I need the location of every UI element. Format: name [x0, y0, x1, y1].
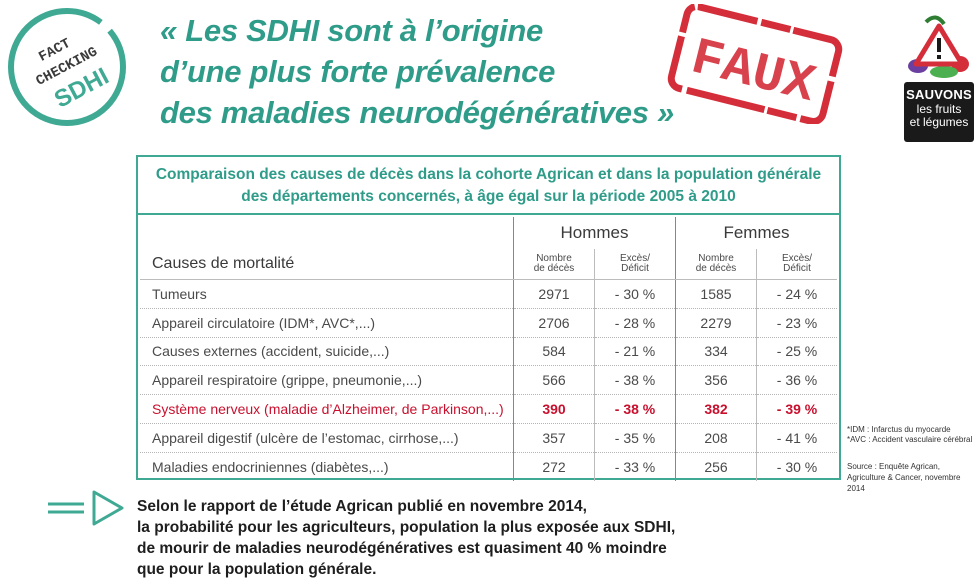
headline-line1: « Les SDHI sont à l’origine	[160, 13, 543, 48]
conclusion-text: Selon le rapport de l’étude Agrican publ…	[137, 496, 757, 580]
row-men-count: 2706	[513, 308, 595, 338]
row-cause: Tumeurs	[140, 279, 514, 309]
row-men-count: 390	[513, 394, 595, 424]
row-men-count: 2971	[513, 279, 595, 309]
row-men-excess: - 30 %	[594, 279, 676, 309]
note-idm: *IDM : Infarctus du myocarde	[847, 425, 951, 434]
table-row: Causes externes (accident, suicide,...) …	[140, 337, 837, 367]
row-women-count: 208	[675, 423, 757, 453]
group-women: Femmes	[675, 217, 837, 249]
stamp-text: FAUX	[685, 29, 821, 117]
row-men-count: 584	[513, 337, 595, 367]
row-men-count: 272	[513, 452, 595, 481]
table-row: Appareil respiratoire (grippe, pneumonie…	[140, 365, 837, 396]
conclusion-line3: de mourir de maladies neurodégénératives…	[137, 540, 667, 557]
row-men-excess: - 35 %	[594, 423, 676, 453]
row-women-excess: - 36 %	[756, 365, 837, 396]
row-cause: Appareil digestif (ulcère de l’estomac, …	[140, 423, 514, 453]
source-note: Source : Enquête Agrican, Agriculture & …	[847, 461, 977, 494]
headline-line2: d’une plus forte prévalence	[160, 54, 556, 89]
row-men-excess: - 38 %	[594, 394, 676, 424]
row-women-excess: - 23 %	[756, 308, 837, 338]
table-row: Appareil digestif (ulcère de l’estomac, …	[140, 423, 837, 453]
row-men-excess: - 21 %	[594, 337, 676, 367]
mortality-table-frame: Comparaison des causes de décès dans la …	[136, 155, 841, 481]
row-men-excess: - 38 %	[594, 365, 676, 396]
abbreviation-notes: *IDM : Infarctus du myocarde *AVC : Acci…	[847, 425, 972, 445]
col-women-count: Nombre de décès	[675, 249, 757, 280]
fact-checking-badge: FACT CHECKING SDHI	[8, 8, 126, 126]
faux-stamp: FAUX	[667, 4, 843, 124]
logo-text-box: SAUVONS les fruits et légumes	[904, 82, 974, 142]
table-title-line1: Comparaison des causes de décès dans la …	[155, 166, 822, 183]
table-row: Maladies endocriniennes (diabètes,...) 2…	[140, 452, 837, 481]
col-men-excess: Excès/Déficit	[594, 249, 676, 280]
row-cause: Maladies endocriniennes (diabètes,...)	[152, 458, 389, 475]
sauvons-logo: SAUVONS les fruits et légumes	[904, 8, 974, 142]
table-title: Comparaison des causes de décès dans la …	[138, 157, 839, 215]
col-cause-header: Causes de mortalité	[140, 249, 514, 280]
logo-line1: SAUVONS	[906, 87, 972, 102]
group-men: Hommes	[513, 217, 676, 249]
col-women-excess: Excès/Déficit	[756, 249, 837, 280]
mortality-table: Hommes Femmes Causes de mortalité Nombre…	[140, 217, 837, 481]
row-cause: Appareil circulatoire (IDM*, AVC*,...)	[140, 308, 514, 338]
logo-line2: les fruits	[916, 102, 962, 116]
row-men-excess: - 33 %	[594, 452, 676, 481]
table-row-highlighted: Système nerveux (maladie d’Alzheimer, de…	[140, 394, 837, 424]
row-women-excess: - 39 %	[756, 394, 837, 424]
table-group-header: Hommes Femmes	[140, 217, 837, 249]
arrow-icon	[48, 490, 124, 526]
table-row: Appareil circulatoire (IDM*, AVC*,...) 2…	[140, 308, 837, 338]
row-cause: Causes externes (accident, suicide,...)	[140, 337, 514, 367]
table-row: Tumeurs 2971 - 30 % 1585 - 24 %	[140, 279, 837, 309]
row-women-excess: - 41 %	[756, 423, 837, 453]
conclusion-line4: que pour la population générale.	[137, 561, 377, 578]
headline-claim: « Les SDHI sont à l’origine d’une plus f…	[160, 10, 760, 133]
row-women-excess: - 25 %	[756, 337, 837, 367]
table-column-header: Causes de mortalité Nombre de décès Excès…	[140, 249, 837, 280]
row-women-count: 1585	[675, 279, 757, 309]
row-cause: Appareil respiratoire (grippe, pneumonie…	[140, 365, 514, 396]
row-cause: Système nerveux (maladie d’Alzheimer, de…	[140, 394, 514, 424]
row-women-count: 334	[675, 337, 757, 367]
row-women-excess: - 30 %	[756, 452, 837, 481]
fruits-vegetables-warning-icon	[908, 15, 969, 78]
row-women-excess: - 24 %	[756, 279, 837, 309]
source-line1: Source : Enquête Agrican,	[847, 462, 940, 471]
conclusion-line2: la probabilité pour les agriculteurs, po…	[137, 519, 676, 536]
conclusion-line1: Selon le rapport de l’étude Agrican publ…	[137, 498, 587, 515]
row-women-count: 382	[675, 394, 757, 424]
table-title-line2: des départements concernés, à âge égal s…	[241, 188, 736, 205]
source-line2: Agriculture & Cancer, novembre 2014	[847, 473, 961, 493]
logo-line3: et légumes	[909, 115, 969, 129]
headline-line3: des maladies neurodégénératives »	[160, 95, 674, 130]
col-men-count: Nombre de décès	[513, 249, 595, 280]
row-men-excess: - 28 %	[594, 308, 676, 338]
row-men-count: 566	[513, 365, 595, 396]
row-women-count: 2279	[675, 308, 757, 338]
row-women-count: 256	[675, 452, 757, 481]
note-avc: *AVC : Accident vasculaire cérébral	[847, 435, 973, 444]
row-women-count: 356	[675, 365, 757, 396]
row-men-count: 357	[513, 423, 595, 453]
